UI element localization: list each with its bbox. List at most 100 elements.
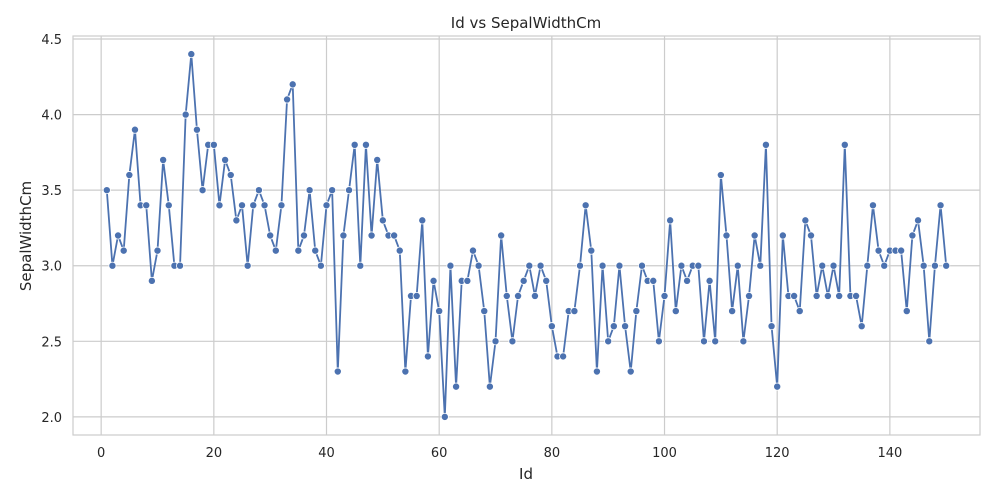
data-point [238, 201, 247, 210]
data-point [215, 201, 224, 210]
x-axis-label: Id [519, 465, 533, 483]
data-point [581, 201, 590, 210]
data-point [485, 382, 494, 391]
data-point [677, 261, 686, 270]
data-point [739, 337, 748, 346]
data-point [592, 367, 601, 376]
y-tick-label: 2.0 [41, 411, 62, 426]
data-point [942, 261, 951, 270]
x-tick-label: 80 [544, 446, 561, 461]
plot-frame [72, 35, 981, 436]
data-point [530, 291, 539, 300]
data-point [683, 276, 692, 285]
data-point [142, 201, 151, 210]
data-point [778, 231, 787, 240]
data-point [536, 261, 545, 270]
data-point [181, 110, 190, 119]
data-point [857, 322, 866, 331]
data-point [283, 95, 292, 104]
data-point [147, 276, 156, 285]
data-point [260, 201, 269, 210]
data-point [125, 171, 134, 180]
data-point [919, 261, 928, 270]
data-point [525, 261, 534, 270]
data-point [452, 382, 461, 391]
data-point [192, 125, 201, 134]
data-point [547, 322, 556, 331]
data-point [671, 307, 680, 316]
data-point [604, 337, 613, 346]
data-point [863, 261, 872, 270]
data-point [654, 337, 663, 346]
data-point [328, 186, 337, 195]
data-point [936, 201, 945, 210]
data-point [621, 322, 630, 331]
data-point [305, 186, 314, 195]
y-tick-label: 3.5 [41, 184, 62, 199]
data-point [209, 140, 218, 149]
data-point [790, 291, 799, 300]
data-point [435, 307, 444, 316]
data-point [914, 216, 923, 225]
data-point [660, 291, 669, 300]
data-point [350, 140, 359, 149]
data-point [187, 50, 196, 59]
data-point [418, 216, 427, 225]
data-point [299, 231, 308, 240]
y-tick-label: 4.0 [41, 109, 62, 124]
data-point [632, 307, 641, 316]
data-point [102, 186, 111, 195]
data-point [271, 246, 280, 255]
x-tick-label: 100 [652, 446, 677, 461]
data-point [829, 261, 838, 270]
x-tick-label: 0 [97, 446, 105, 461]
data-point [587, 246, 596, 255]
data-point [356, 261, 365, 270]
data-point [361, 140, 370, 149]
data-point [835, 291, 844, 300]
data-point [874, 246, 883, 255]
data-point [609, 322, 618, 331]
data-point [745, 291, 754, 300]
y-tick-label: 4.5 [41, 33, 62, 48]
data-point [897, 246, 906, 255]
data-point [559, 352, 568, 361]
data-point [463, 276, 472, 285]
data-point [637, 261, 646, 270]
data-point [880, 261, 889, 270]
data-point [333, 367, 342, 376]
data-point [373, 155, 382, 164]
plot-background [73, 36, 980, 435]
y-tick-labels: 2.0 2.5 3.0 3.5 4.0 4.5 [41, 33, 62, 426]
data-point [345, 186, 354, 195]
data-point [429, 276, 438, 285]
data-point [868, 201, 877, 210]
series-layer [102, 50, 951, 421]
data-point [818, 261, 827, 270]
data-point [232, 216, 241, 225]
data-point [705, 276, 714, 285]
data-point [812, 291, 821, 300]
data-point [514, 291, 523, 300]
data-point [733, 261, 742, 270]
data-point [390, 231, 399, 240]
data-point [198, 186, 207, 195]
data-point [412, 291, 421, 300]
data-point [119, 246, 128, 255]
data-point [322, 201, 331, 210]
data-point [699, 337, 708, 346]
x-tick-label: 40 [318, 446, 335, 461]
data-point [176, 261, 185, 270]
data-point [480, 307, 489, 316]
data-point [266, 231, 275, 240]
data-point [446, 261, 455, 270]
data-point [722, 231, 731, 240]
data-point [440, 412, 449, 421]
data-point [316, 261, 325, 270]
data-point [108, 261, 117, 270]
data-point [311, 246, 320, 255]
data-point [925, 337, 934, 346]
data-point [795, 307, 804, 316]
data-point [756, 261, 765, 270]
data-point [277, 201, 286, 210]
